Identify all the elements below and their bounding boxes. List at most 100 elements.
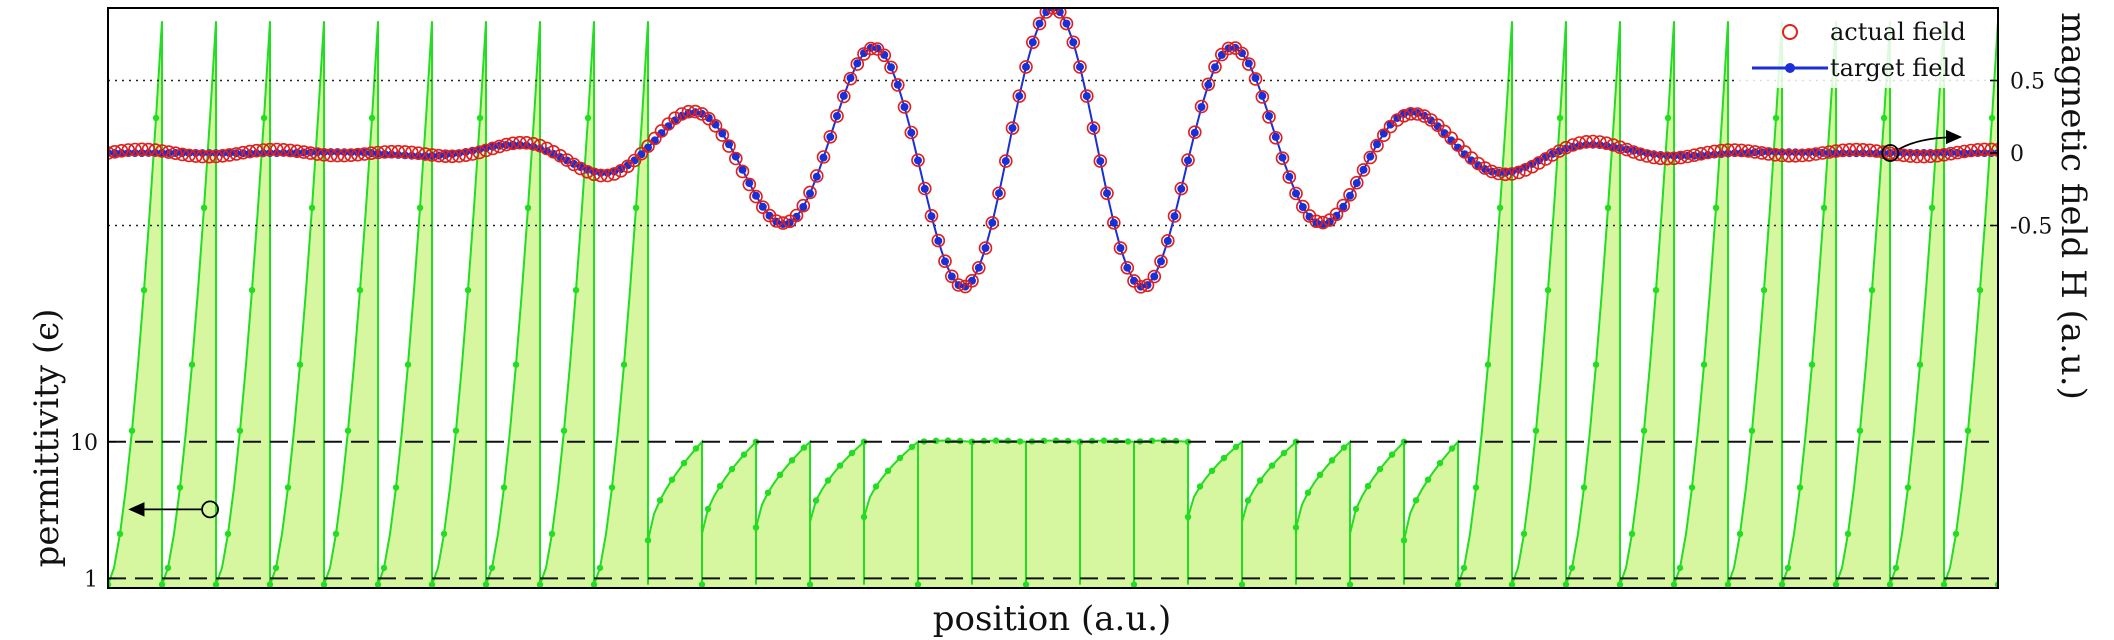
actual-field-point: [431, 148, 446, 163]
permittivity-point: [620, 361, 628, 368]
permittivity-point: [1328, 457, 1336, 464]
target-field-point: [1163, 236, 1172, 245]
permittivity-point: [608, 484, 616, 491]
actual-field-point: [742, 177, 757, 192]
right-tick-label: 0: [2010, 142, 2024, 167]
actual-field-point: [236, 145, 250, 160]
actual-field-point: [1667, 151, 1681, 166]
permittivity-point: [1676, 564, 1684, 572]
permittivity-point: [1916, 361, 1924, 368]
actual-field-point: [951, 278, 966, 292]
target-field-point: [1339, 202, 1348, 211]
permittivity-point: [1844, 530, 1852, 537]
target-field-point: [1157, 257, 1165, 266]
permittivity-point: [1160, 437, 1168, 444]
actual-field-point: [668, 111, 682, 125]
actual-field-point: [809, 169, 824, 183]
target-field-point: [1035, 19, 1044, 28]
actual-field-point: [1093, 154, 1108, 168]
actual-field-point: [377, 145, 392, 159]
actual-field-point: [1073, 60, 1087, 74]
target-field-point: [819, 153, 828, 162]
actual-field-point: [1026, 35, 1040, 50]
permittivity-point: [482, 581, 490, 588]
actual-field-point: [323, 148, 338, 163]
permittivity-point: [884, 467, 892, 474]
tick-labels: 1 10 0.5 0 -0.5: [70, 70, 2052, 593]
right-tick-label: -0.5: [2010, 215, 2052, 240]
permittivity-point: [752, 524, 760, 531]
actual-field-point: [1863, 143, 1877, 158]
target-field-point: [799, 203, 808, 211]
target-field-point: [1278, 153, 1287, 162]
actual-field-point: [1788, 149, 1803, 163]
permittivity-point: [914, 581, 922, 588]
actual-field-point: [560, 153, 574, 167]
actual-field-point: [1107, 216, 1121, 230]
actual-field-point: [688, 104, 703, 119]
actual-field-point: [1485, 164, 1499, 179]
actual-field-point: [1329, 207, 1344, 222]
actual-field-point: [1316, 215, 1330, 230]
actual-field-point: [1809, 147, 1823, 161]
actual-field-point: [1275, 151, 1290, 165]
permittivity-point: [1952, 530, 1960, 537]
actual-field-point: [1599, 136, 1614, 150]
permittivity-point: [992, 437, 1000, 444]
actual-field-point: [823, 130, 838, 144]
permittivity-point: [536, 581, 544, 588]
actual-field-point: [1829, 144, 1843, 158]
actual-field-point: [1815, 146, 1830, 160]
actual-field-point: [492, 139, 507, 154]
target-field-point: [1177, 184, 1186, 193]
actual-field-point: [465, 147, 480, 161]
permittivity-point: [1316, 471, 1324, 478]
actual-field-point: [499, 137, 514, 152]
permittivity-point: [1184, 513, 1192, 521]
target-field-point: [1292, 189, 1300, 198]
permittivity-point: [1748, 427, 1756, 434]
actual-field-point: [350, 147, 365, 162]
permittivity-point: [1796, 484, 1804, 491]
actual-field-point: [904, 125, 919, 140]
permittivity-point: [1700, 361, 1708, 368]
target-field-point: [1184, 156, 1192, 165]
permittivity-point: [590, 581, 598, 588]
actual-field-point: [256, 143, 271, 157]
actual-field-point: [1971, 143, 1985, 157]
target-field-point: [1231, 43, 1240, 52]
actual-field-point: [944, 269, 959, 284]
actual-field-point: [992, 186, 1006, 201]
actual-field-point: [1620, 142, 1634, 157]
permittivity-point: [1760, 286, 1768, 294]
actual-field-point: [1174, 181, 1189, 196]
actual-field-point: [1370, 138, 1384, 153]
actual-field-point: [371, 145, 385, 160]
left-tick-label: 10: [70, 431, 98, 456]
actual-field-point: [1309, 214, 1324, 229]
actual-field-point: [1005, 121, 1020, 135]
target-field-point: [1298, 203, 1307, 211]
permittivity-point: [1628, 530, 1636, 537]
actual-field-point: [1613, 140, 1627, 154]
actual-field-point: [506, 136, 520, 151]
actual-field-point: [1404, 107, 1418, 121]
actual-field-point: [1707, 144, 1722, 159]
right-axis-arrow: [1898, 129, 1963, 150]
actual-field-point: [526, 137, 541, 151]
actual-field-point: [755, 200, 770, 214]
permittivity-point: [806, 581, 814, 588]
legend-target-marker: [1785, 63, 1795, 73]
actual-field-point: [357, 147, 372, 161]
permittivity-point: [356, 286, 364, 294]
actual-field-point: [175, 147, 190, 162]
permittivity-point: [1886, 581, 1894, 588]
actual-field-point: [182, 148, 196, 163]
actual-field-point: [1633, 147, 1648, 161]
actual-field-point: [1836, 143, 1850, 158]
actual-field-point: [1714, 143, 1729, 158]
target-field-point: [1089, 124, 1098, 133]
target-field-point: [1109, 218, 1118, 227]
permittivity-point: [1688, 484, 1696, 491]
actual-field-point: [425, 148, 439, 162]
